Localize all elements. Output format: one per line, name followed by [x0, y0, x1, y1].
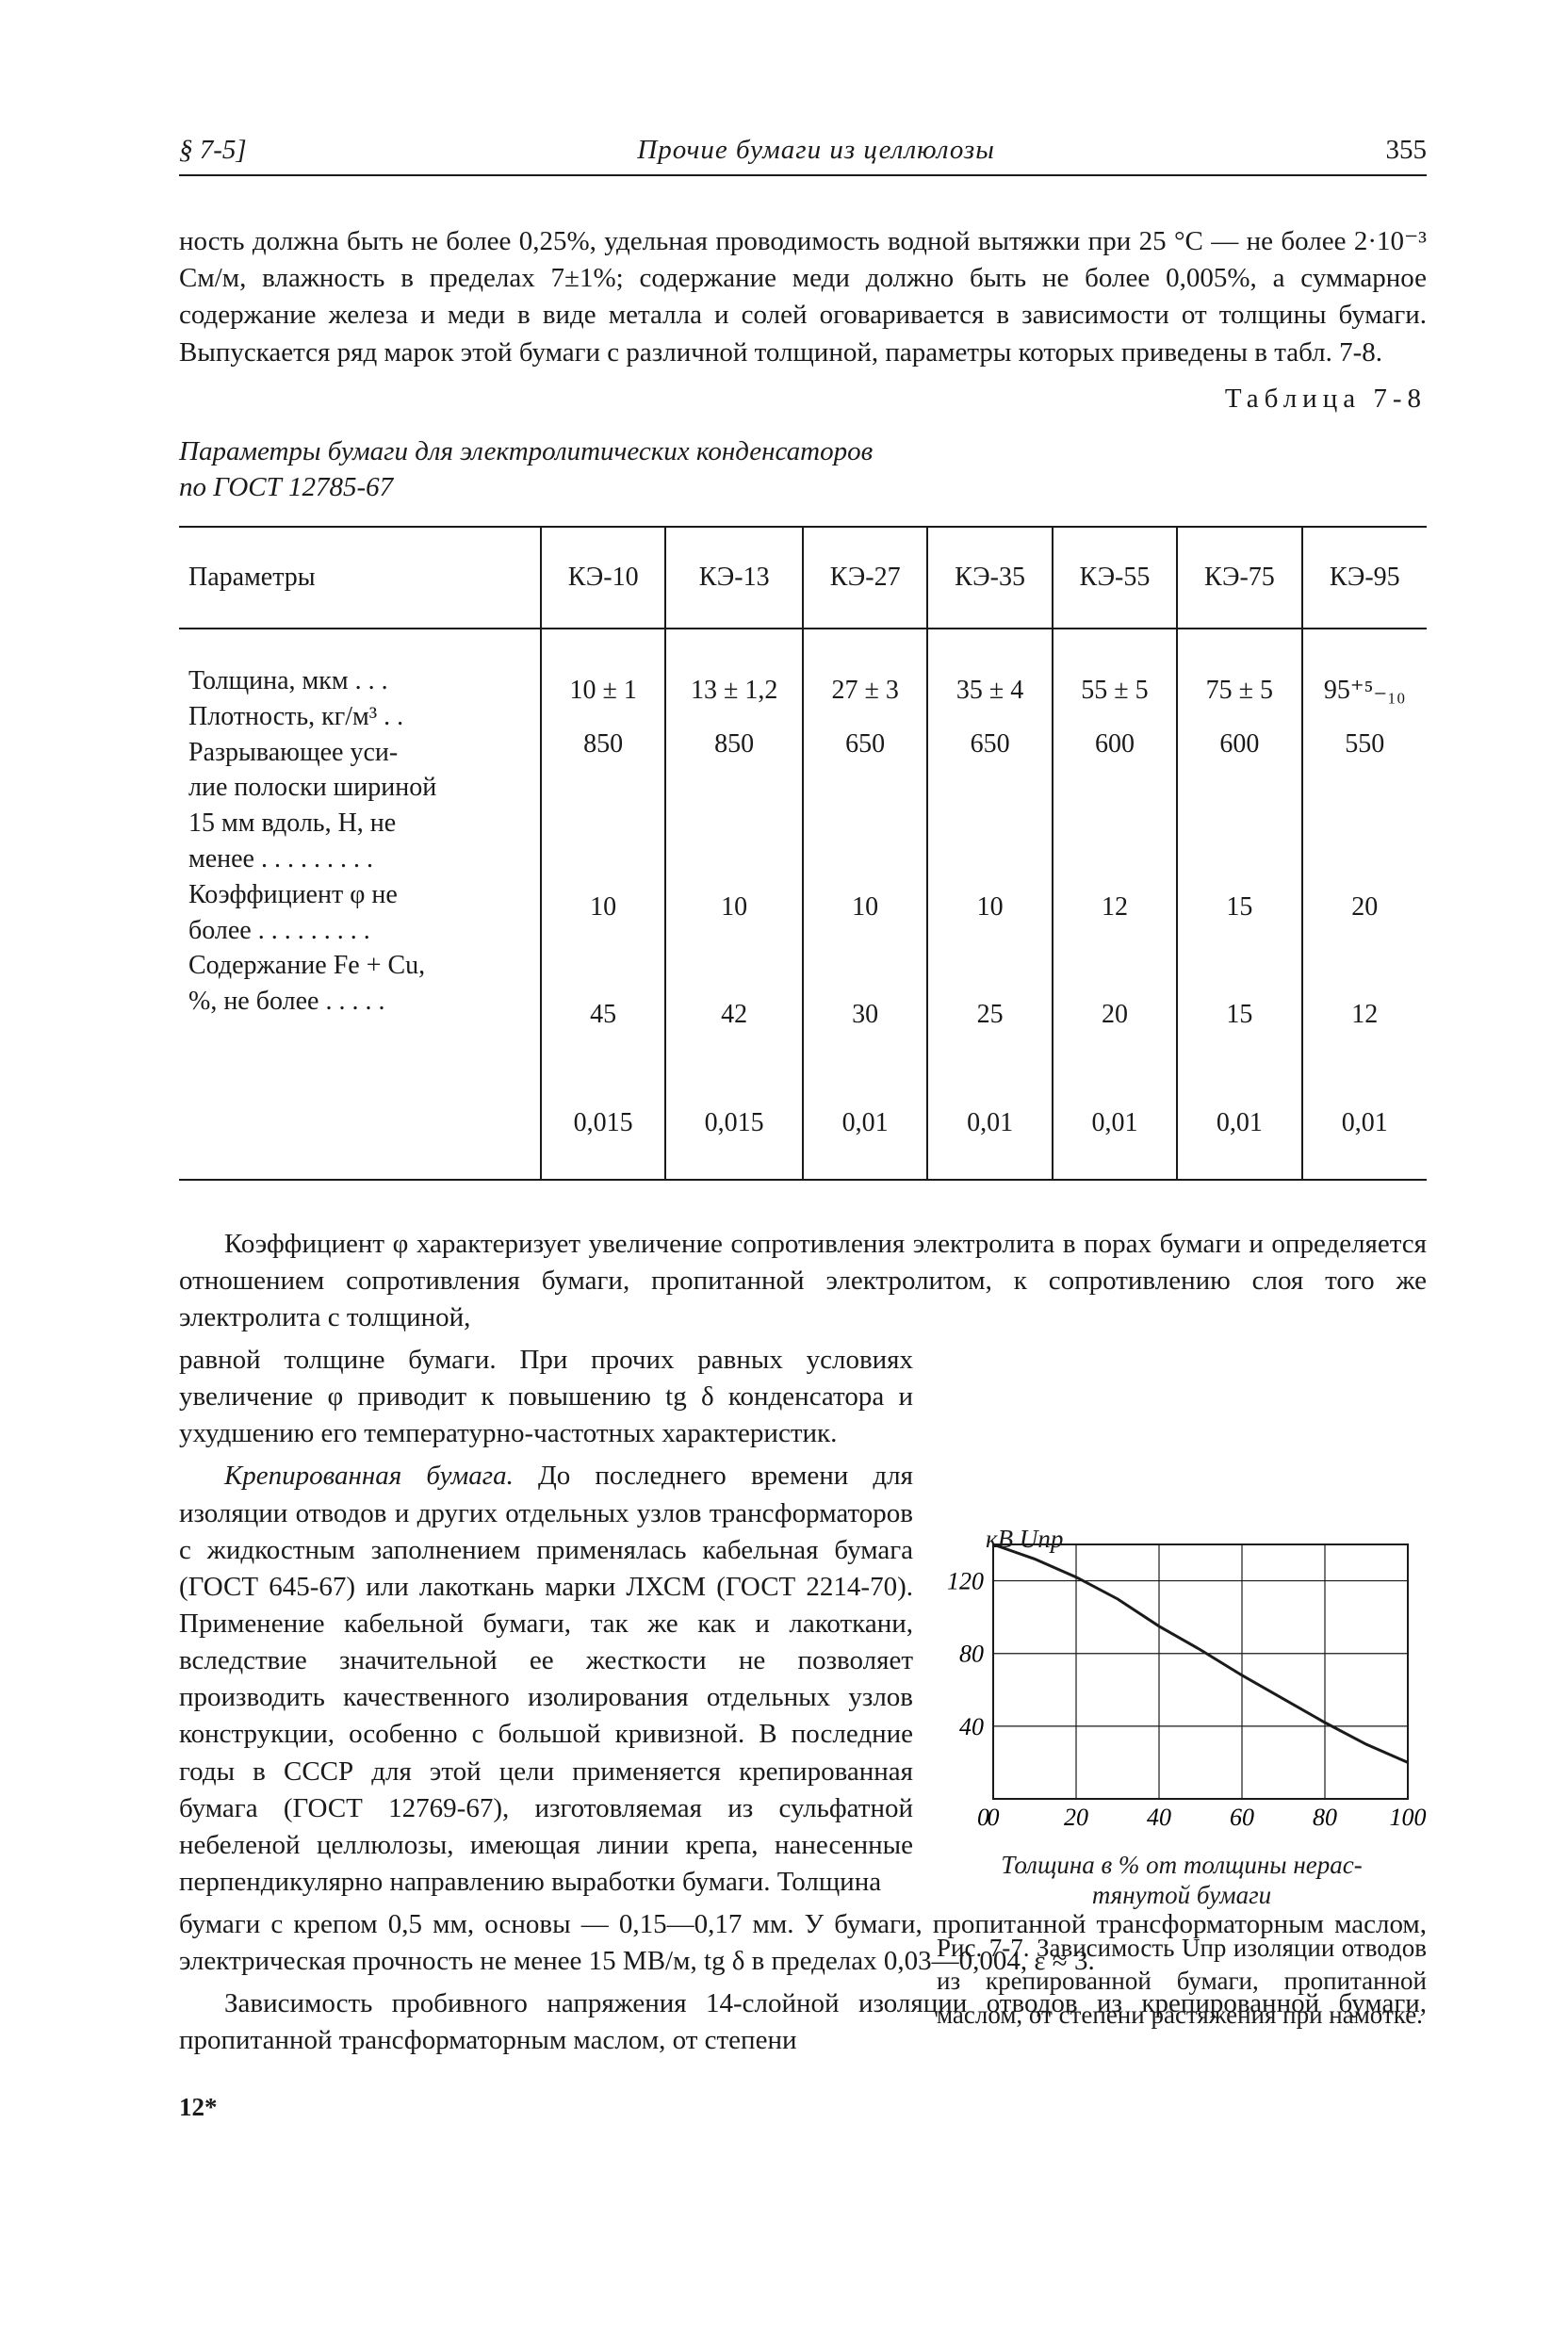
table-title-line-2: по ГОСТ 12785-67	[179, 472, 393, 502]
svg-text:0: 0	[977, 1804, 989, 1831]
svg-text:40: 40	[959, 1713, 984, 1740]
col-header: КЭ-55	[1053, 527, 1177, 629]
col-header: КЭ-10	[541, 527, 665, 629]
figure-y-top-label: кВ Uпр	[986, 1522, 1063, 1556]
figure-x-axis-label: Толщина в % от толщины нерас- тянутой бу…	[937, 1850, 1427, 1911]
svg-text:20: 20	[1064, 1804, 1088, 1831]
page-number: 355	[1386, 132, 1428, 169]
running-header: § 7-5] Прочие бумаги из целлюлозы 355	[179, 132, 1427, 169]
cell: 10 ± 1 850 10 45 0,015	[541, 629, 665, 1180]
row-labels: Толщина, мкм . . . Плотность, кг/м³ . . …	[179, 629, 541, 1180]
chart-svg: 02040608010040801200	[937, 1526, 1427, 1846]
paragraph-phi-cont: равной толщине бумаги. При прочих равных…	[179, 1342, 913, 1452]
figure-7-7: кВ Uпр 02040608010040801200 Толщина в % …	[937, 1526, 1427, 2033]
table-reference: Таблица 7-8	[179, 381, 1427, 417]
cell: 55 ± 5 600 12 20 0,01	[1053, 629, 1177, 1180]
svg-text:60: 60	[1230, 1804, 1254, 1831]
page-root: § 7-5] Прочие бумаги из целлюлозы 355 но…	[0, 0, 1568, 2352]
svg-text:80: 80	[959, 1641, 984, 1668]
table-row: Толщина, мкм . . . Плотность, кг/м³ . . …	[179, 629, 1427, 1180]
table-header-row: Параметры КЭ-10 КЭ-13 КЭ-27 КЭ-35 КЭ-55 …	[179, 527, 1427, 629]
parameters-table: Параметры КЭ-10 КЭ-13 КЭ-27 КЭ-35 КЭ-55 …	[179, 526, 1427, 1180]
two-column-region: кВ Uпр 02040608010040801200 Толщина в % …	[179, 1342, 1427, 1901]
cell: 13 ± 1,2 850 10 42 0,015	[665, 629, 803, 1180]
figure-caption: Рис. 7-7. Зависимость Uпр изоляции отвод…	[937, 1932, 1427, 2033]
svg-text:120: 120	[947, 1568, 984, 1595]
cell: 35 ± 4 650 10 25 0,01	[927, 629, 1052, 1180]
svg-text:100: 100	[1390, 1804, 1427, 1831]
svg-text:80: 80	[1313, 1804, 1337, 1831]
paragraph-phi: Коэффициент φ характеризует увеличение с…	[179, 1226, 1427, 1336]
cell: 95⁺⁵₋₁₀ 550 20 12 0,01	[1302, 629, 1427, 1180]
signature-mark: 12*	[179, 2090, 1427, 2124]
paragraph-intro: ность должна быть не более 0,25%, удельн…	[179, 223, 1427, 371]
cell: 75 ± 5 600 15 15 0,01	[1177, 629, 1301, 1180]
col-header: КЭ-75	[1177, 527, 1301, 629]
col-header-params: Параметры	[179, 527, 541, 629]
col-header: КЭ-27	[803, 527, 927, 629]
table-title-line-1: Параметры бумаги для электролитических к…	[179, 436, 873, 466]
cell: 27 ± 3 650 10 30 0,01	[803, 629, 927, 1180]
header-rule	[179, 174, 1427, 176]
table-title: Параметры бумаги для электролитических к…	[179, 434, 1427, 505]
col-header: КЭ-13	[665, 527, 803, 629]
col-header: КЭ-95	[1302, 527, 1427, 629]
left-column-text: равной толщине бумаги. При прочих равных…	[179, 1342, 913, 1901]
running-title: Прочие бумаги из целлюлозы	[247, 132, 1386, 169]
section-mark: § 7-5]	[179, 132, 247, 169]
svg-text:40: 40	[1147, 1804, 1171, 1831]
col-header: КЭ-35	[927, 527, 1052, 629]
paragraph-kreped: Крепированная бумага. До последнего врем…	[179, 1458, 913, 1901]
